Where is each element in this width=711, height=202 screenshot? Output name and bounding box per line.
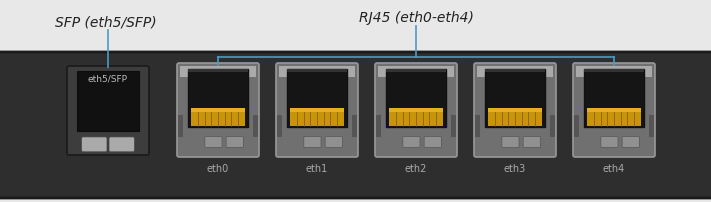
FancyBboxPatch shape <box>67 66 149 155</box>
FancyBboxPatch shape <box>523 137 540 147</box>
Bar <box>584 69 644 127</box>
FancyBboxPatch shape <box>82 137 107 152</box>
Bar <box>191 108 245 112</box>
FancyBboxPatch shape <box>378 66 454 77</box>
Text: eth1: eth1 <box>306 164 328 174</box>
FancyBboxPatch shape <box>474 63 556 157</box>
FancyBboxPatch shape <box>477 66 553 77</box>
Bar <box>485 69 545 72</box>
FancyBboxPatch shape <box>177 63 259 157</box>
FancyBboxPatch shape <box>502 137 519 147</box>
FancyBboxPatch shape <box>576 66 652 77</box>
Text: eth5/SFP: eth5/SFP <box>88 74 128 83</box>
FancyBboxPatch shape <box>601 137 618 147</box>
Bar <box>587 108 641 126</box>
Bar <box>550 115 555 137</box>
FancyBboxPatch shape <box>180 66 256 77</box>
Bar <box>488 108 542 112</box>
FancyBboxPatch shape <box>424 137 442 147</box>
FancyBboxPatch shape <box>325 137 342 147</box>
Text: eth0: eth0 <box>207 164 229 174</box>
Bar <box>352 115 357 137</box>
FancyBboxPatch shape <box>205 137 222 147</box>
Bar <box>178 115 183 137</box>
Bar <box>451 115 456 137</box>
FancyBboxPatch shape <box>403 137 420 147</box>
FancyBboxPatch shape <box>276 63 358 157</box>
FancyBboxPatch shape <box>109 137 134 152</box>
Bar <box>188 69 248 72</box>
Bar <box>188 69 248 127</box>
FancyBboxPatch shape <box>622 137 639 147</box>
FancyBboxPatch shape <box>573 63 655 157</box>
Text: eth4: eth4 <box>603 164 625 174</box>
Text: RJ45 (eth0-eth4): RJ45 (eth0-eth4) <box>358 11 474 25</box>
Text: eth3: eth3 <box>504 164 526 174</box>
Bar <box>290 108 344 126</box>
Bar <box>584 69 644 72</box>
Bar <box>253 115 258 137</box>
Bar <box>485 69 545 127</box>
FancyBboxPatch shape <box>304 137 321 147</box>
Bar <box>574 115 579 137</box>
Bar <box>389 108 443 126</box>
Bar <box>587 108 641 112</box>
Bar <box>385 69 447 72</box>
FancyBboxPatch shape <box>375 63 457 157</box>
Bar <box>287 69 348 127</box>
Bar <box>385 69 447 127</box>
Text: SFP (eth5/SFP): SFP (eth5/SFP) <box>55 16 156 30</box>
Bar <box>290 108 344 112</box>
Bar <box>287 69 348 72</box>
Bar <box>475 115 480 137</box>
Bar <box>191 108 245 126</box>
FancyBboxPatch shape <box>226 137 243 147</box>
Bar <box>376 115 381 137</box>
FancyBboxPatch shape <box>279 66 355 77</box>
Bar <box>389 108 443 112</box>
Text: eth2: eth2 <box>405 164 427 174</box>
Bar <box>277 115 282 137</box>
FancyBboxPatch shape <box>0 52 711 198</box>
Bar <box>649 115 654 137</box>
Bar <box>488 108 542 126</box>
Bar <box>77 71 139 131</box>
